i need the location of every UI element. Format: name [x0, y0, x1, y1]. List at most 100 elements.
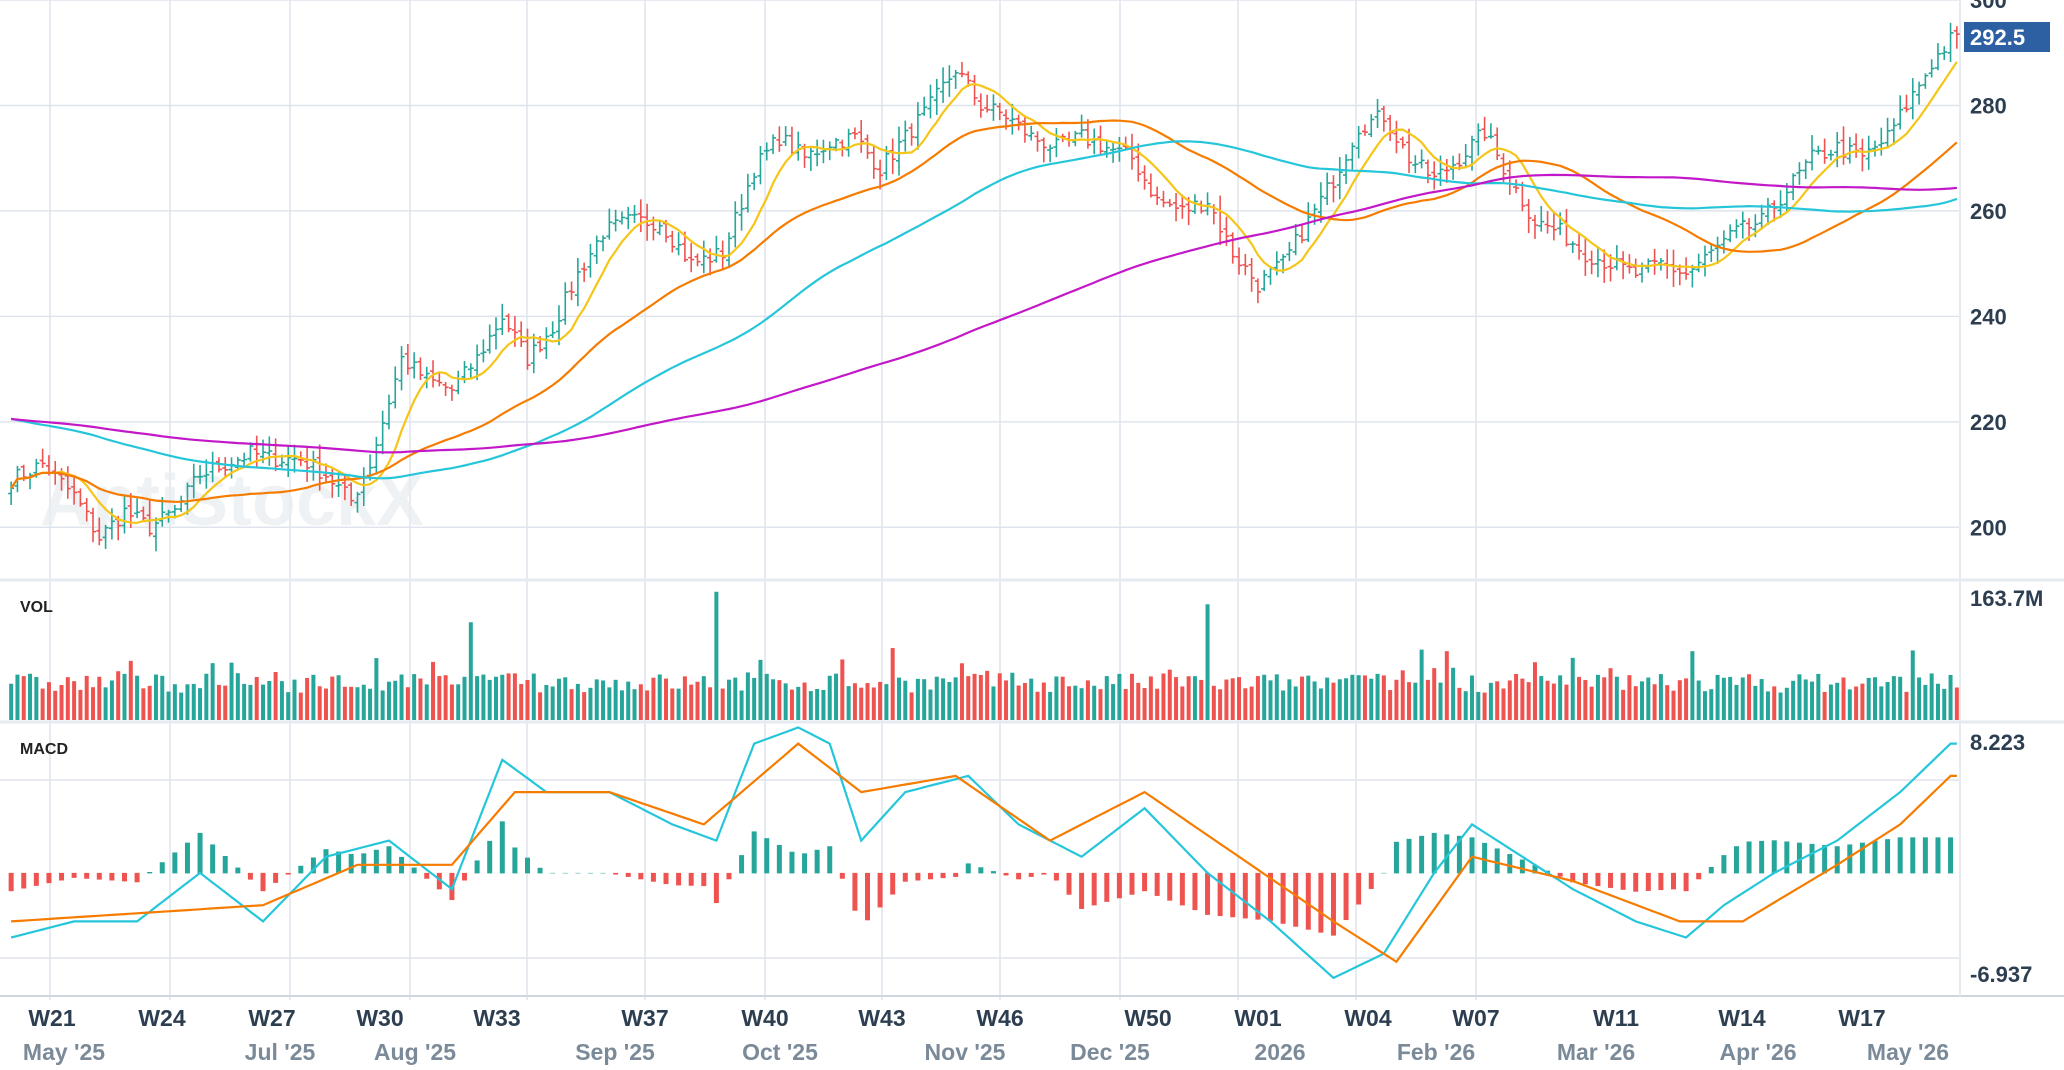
volume-bar [789, 689, 794, 720]
macd-histogram-bar [1922, 837, 1928, 874]
macd-histogram-bar [499, 821, 505, 874]
volume-bar [147, 685, 152, 720]
volume-bar [550, 686, 555, 720]
volume-bar [1721, 677, 1726, 720]
macd-histogram-bar [1809, 843, 1815, 874]
macd-histogram-bar [650, 872, 656, 882]
sma-slow-line [10, 140, 1958, 480]
volume-bar [752, 677, 757, 720]
volume-bar [1627, 675, 1632, 720]
volume-bar [431, 661, 436, 720]
volume-bar [1457, 687, 1462, 720]
moving-average-lines [10, 61, 1958, 524]
macd-histogram-bar [1280, 872, 1286, 924]
volume-bar [1488, 682, 1493, 720]
macd-histogram-bar [1771, 840, 1777, 874]
volume-bar [1929, 673, 1934, 720]
volume-bar [1438, 682, 1443, 720]
volume-bar [1299, 676, 1304, 720]
volume-bar [1337, 679, 1342, 720]
volume-bar [1854, 686, 1859, 720]
volume-bar [1778, 692, 1783, 720]
volume-bar [468, 622, 473, 720]
volume-bar [1174, 677, 1179, 720]
volume-bar [179, 692, 184, 720]
volume-panel[interactable] [9, 591, 1959, 720]
macd-histogram-bar [1948, 837, 1954, 874]
macd-histogram-bar [600, 872, 606, 874]
week-tick-label: W07 [1452, 1005, 1499, 1031]
volume-bar [1646, 677, 1651, 720]
macd-histogram-bar [524, 857, 530, 874]
volume-bar [714, 591, 719, 720]
volume-bar [1155, 688, 1160, 720]
volume-bar [915, 678, 920, 720]
macd-histogram-bar [1885, 839, 1891, 874]
macd-histogram-bar [1582, 872, 1588, 885]
volume-bar [317, 686, 322, 720]
macd-histogram-bar [1494, 848, 1500, 874]
volume-bar [1293, 686, 1298, 720]
macd-histogram-bar [197, 832, 203, 874]
volume-bar [46, 682, 51, 720]
macd-histogram-bar [247, 872, 253, 880]
volume-bar [695, 681, 700, 720]
macd-histogram-bar [474, 860, 480, 874]
price-axis: 200 220 240 260 280 300 [1970, 0, 2007, 540]
volume-bar [1470, 675, 1474, 720]
macd-signal-line [11, 742, 1957, 964]
volume-bar [1803, 679, 1808, 720]
volume-bar [1104, 676, 1109, 720]
macd-histogram-bar [285, 872, 291, 875]
macd-histogram-bar [1633, 872, 1639, 892]
volume-bar [103, 687, 108, 720]
volume-bar [808, 691, 813, 720]
volume-bar [223, 685, 228, 720]
volume-bar [1375, 673, 1380, 720]
macd-histogram-bar [1066, 872, 1072, 895]
macd-histogram-bar [1419, 835, 1425, 874]
macd-panel[interactable] [8, 726, 1957, 980]
macd-histogram-bar [1268, 872, 1274, 921]
volume-bar [28, 673, 33, 720]
macd-histogram-bar [109, 872, 115, 881]
volume-bar [966, 676, 971, 720]
macd-histogram-bar [776, 844, 782, 874]
macd-histogram-bar [1696, 872, 1702, 880]
volume-bar [242, 683, 247, 720]
volume-bar [865, 683, 870, 720]
volume-bar [1532, 662, 1537, 720]
volume-bar [840, 659, 845, 720]
macd-histogram-bar [1834, 846, 1840, 874]
macd-histogram-bar [134, 872, 140, 883]
macd-histogram-bar [1796, 842, 1802, 874]
volume-bar [1677, 680, 1682, 720]
volume-bar [1136, 682, 1141, 720]
volume-bar [1192, 676, 1197, 720]
volume-bar [1388, 690, 1393, 720]
volume-bar [682, 676, 687, 720]
macd-histogram-bar [1847, 844, 1853, 874]
volume-bar [909, 692, 914, 720]
macd-histogram-bar [1784, 841, 1790, 874]
volume-bar [323, 688, 328, 720]
macd-histogram-bar [663, 872, 669, 885]
volume-bar [884, 684, 889, 720]
volume-bar [330, 676, 335, 720]
week-tick-label: W40 [741, 1005, 788, 1031]
month-tick-label: May '26 [1867, 1039, 1949, 1065]
volume-bar [34, 677, 39, 720]
week-tick-label: W04 [1344, 1005, 1392, 1031]
macd-histogram-bar [1242, 872, 1248, 919]
volume-bar [204, 673, 209, 720]
volume-bar [1608, 668, 1613, 720]
volume-bar [1029, 678, 1034, 720]
volume-bar [279, 681, 284, 720]
volume-bar [1765, 691, 1770, 720]
volume-bar [1098, 689, 1103, 720]
macd-histogram-bar [1368, 872, 1374, 889]
volume-bar [185, 684, 190, 720]
macd-histogram-bar [990, 871, 996, 874]
macd-histogram-bar [764, 838, 770, 874]
